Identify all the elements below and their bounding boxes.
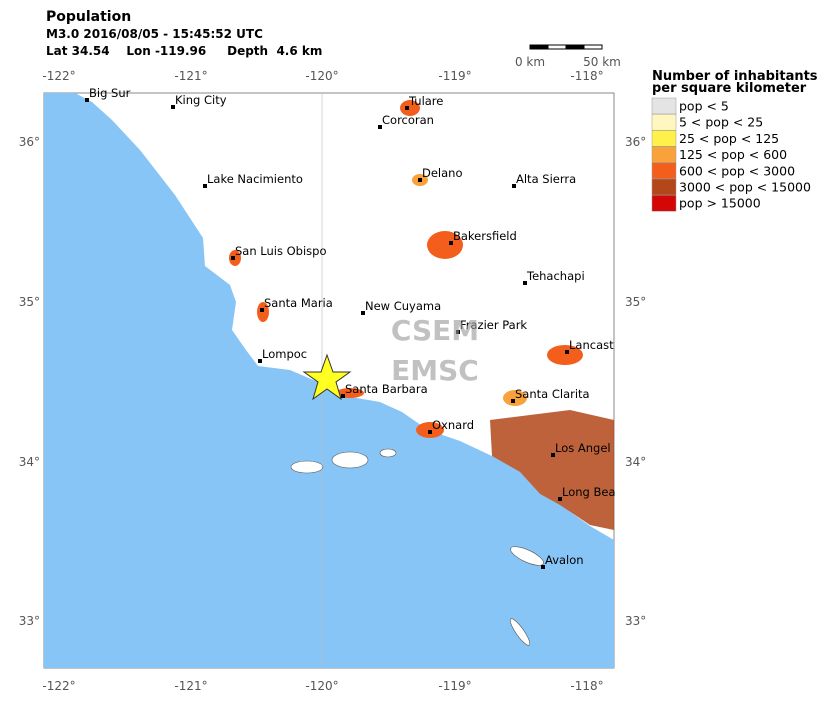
legend-label: 125 < pop < 600 <box>679 147 787 162</box>
legend-label: 3000 < pop < 15000 <box>679 180 811 195</box>
city-marker <box>361 311 365 315</box>
lat-label: 34° <box>19 455 40 469</box>
city-marker <box>565 350 569 354</box>
lon-label: -120° <box>305 679 338 693</box>
lat-label: 33° <box>625 614 646 628</box>
city-label: Tulare <box>408 94 443 108</box>
scale-label: 50 km <box>583 55 621 69</box>
city-label: Delano <box>422 166 463 180</box>
city-label: Santa Maria <box>264 296 333 310</box>
city-marker <box>85 98 89 102</box>
city-label: King City <box>175 93 227 107</box>
legend-swatch <box>651 146 677 163</box>
city-label: Lancast <box>569 338 614 352</box>
city-marker <box>171 105 175 109</box>
lat-label: 36° <box>625 135 646 149</box>
legend-swatch <box>651 97 677 115</box>
city-marker <box>551 453 555 457</box>
city-label: New Cuyama <box>365 299 441 313</box>
legend-title: Number of inhabitants <box>652 69 818 84</box>
legend-label: pop > 15000 <box>679 196 761 211</box>
lat-label: 34° <box>625 455 646 469</box>
city-label: Santa Barbara <box>345 382 428 396</box>
city-label: Frazier Park <box>460 318 527 332</box>
legend-title: per square kilometer <box>652 81 807 96</box>
lon-label: -118° <box>570 679 603 693</box>
city-marker <box>558 497 562 501</box>
watermark: CSEM <box>391 314 479 347</box>
city-label: Big Sur <box>89 86 131 100</box>
city-marker <box>512 184 516 188</box>
legend-label: 25 < pop < 125 <box>679 131 779 146</box>
city-label: San Luis Obispo <box>235 244 327 258</box>
lon-label: -118° <box>570 69 603 83</box>
lon-label: -122° <box>42 69 75 83</box>
city-label: Los Angel <box>555 441 611 455</box>
city-marker <box>378 125 382 129</box>
city-marker <box>260 308 264 312</box>
city-marker <box>541 565 545 569</box>
epicenter <box>302 353 352 401</box>
city-marker <box>428 430 432 434</box>
scale-bar <box>529 44 603 50</box>
city-marker <box>231 256 235 260</box>
lon-label: -121° <box>174 69 207 83</box>
lat-label: 35° <box>19 295 40 309</box>
city-label: Corcoran <box>382 113 434 127</box>
lon-label: -120° <box>305 69 338 83</box>
city-label: Avalon <box>545 553 584 567</box>
legend-label: pop < 5 <box>679 99 729 114</box>
legend-swatch <box>651 162 677 180</box>
watermark: EMSC <box>391 354 479 387</box>
lat-label: 36° <box>19 135 40 149</box>
city-marker <box>456 330 460 334</box>
city-marker <box>341 394 345 398</box>
legend-swatch <box>651 130 677 147</box>
lon-label: -119° <box>438 679 471 693</box>
city-label: Santa Clarita <box>515 387 590 401</box>
scale-label: 0 km <box>515 55 545 69</box>
location-line: Lat 34.54 Lon -119.96 Depth 4.6 km <box>46 44 322 58</box>
city-marker <box>449 241 453 245</box>
city-label: Lompoc <box>262 347 307 361</box>
lon-label: -119° <box>438 69 471 83</box>
legend-label: 5 < pop < 25 <box>679 115 763 130</box>
city-label: Oxnard <box>432 418 474 432</box>
city-marker <box>405 106 409 110</box>
legend-swatch <box>651 113 677 131</box>
city-marker <box>523 281 527 285</box>
population-density <box>229 100 614 530</box>
city-marker <box>418 178 422 182</box>
legend-swatch <box>651 194 677 212</box>
title: Population <box>46 9 131 25</box>
lat-label: 33° <box>19 614 40 628</box>
legend-label: 600 < pop < 3000 <box>679 163 795 178</box>
city-label: Long Bea <box>562 485 616 499</box>
city-label: Tehachapi <box>526 269 585 283</box>
lon-label: -122° <box>42 679 75 693</box>
legend-swatch <box>651 178 677 196</box>
city-label: Alta Sierra <box>516 172 576 186</box>
lat-label: 35° <box>625 295 646 309</box>
event-line: M3.0 2016/08/05 - 15:45:52 UTC <box>46 27 263 41</box>
lon-label: -121° <box>174 679 207 693</box>
ocean <box>44 93 614 668</box>
city-label: Lake Nacimiento <box>207 172 303 186</box>
city-marker <box>203 184 207 188</box>
city-label: Bakersfield <box>453 229 517 243</box>
islands <box>290 448 544 646</box>
city-marker <box>258 359 262 363</box>
city-marker <box>511 399 515 403</box>
